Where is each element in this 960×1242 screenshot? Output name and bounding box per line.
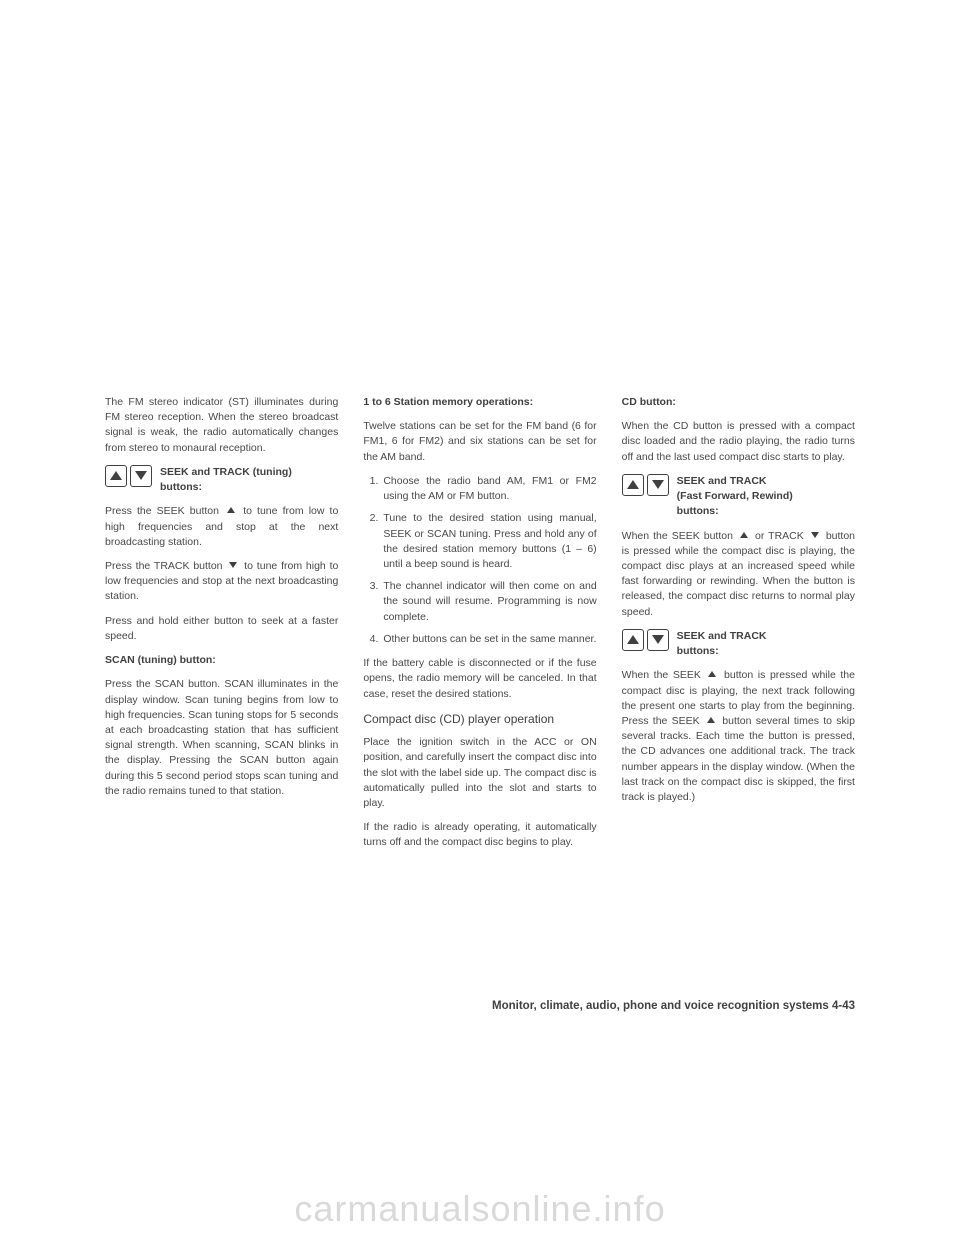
heading-scan: SCAN (tuning) button:	[105, 653, 338, 668]
arrow-down-icon	[229, 562, 237, 568]
manual-page: The FM stereo indicator (ST) illuminates…	[105, 395, 855, 860]
arrow-up-icon	[708, 671, 716, 677]
up-down-icons	[105, 465, 152, 487]
icon-label: SEEK and TRACK buttons:	[677, 629, 767, 659]
seek-track-row: SEEK and TRACK buttons:	[622, 629, 855, 659]
list-item: The channel indicator will then come on …	[381, 579, 596, 625]
seek-up-icon	[622, 474, 644, 496]
list-item: Tune to the desired station using manual…	[381, 511, 596, 572]
paragraph: If the radio is already operating, it au…	[363, 820, 596, 850]
arrow-up-icon	[740, 532, 748, 538]
column-2: 1 to 6 Station memory operations: Twelve…	[363, 395, 596, 860]
paragraph: Press the SEEK button to tune from low t…	[105, 504, 338, 550]
seek-up-icon	[105, 465, 127, 487]
icon-label: SEEK and TRACK (tuning) buttons:	[160, 465, 292, 495]
paragraph: When the SEEK button is pressed while th…	[622, 668, 855, 805]
paragraph: When the CD button is pressed with a com…	[622, 419, 855, 465]
watermark: carmanualsonline.info	[0, 1188, 960, 1230]
seek-down-icon	[130, 465, 152, 487]
steps-list: Choose the radio band AM, FM1 or FM2 usi…	[363, 474, 596, 647]
paragraph: Press the SCAN button. SCAN illuminates …	[105, 677, 338, 799]
list-item: Other buttons can be set in the same man…	[381, 632, 596, 647]
seek-track-ff-row: SEEK and TRACK (Fast Forward, Rewind) bu…	[622, 474, 855, 520]
icon-label: SEEK and TRACK (Fast Forward, Rewind) bu…	[677, 474, 793, 520]
paragraph: Press the TRACK button to tune from high…	[105, 559, 338, 605]
column-3: CD button: When the CD button is pressed…	[622, 395, 855, 860]
seek-down-icon	[647, 474, 669, 496]
list-item: Choose the radio band AM, FM1 or FM2 usi…	[381, 474, 596, 504]
arrow-down-icon	[811, 532, 819, 538]
heading-memory: 1 to 6 Station memory operations:	[363, 395, 596, 410]
seek-down-icon	[647, 629, 669, 651]
seek-track-tuning-row: SEEK and TRACK (tuning) buttons:	[105, 465, 338, 495]
heading-cd-button: CD button:	[622, 395, 855, 410]
paragraph: If the battery cable is disconnected or …	[363, 656, 596, 702]
arrow-up-icon	[707, 717, 715, 723]
page-footer: Monitor, climate, audio, phone and voice…	[0, 1000, 960, 1012]
up-down-icons	[622, 629, 669, 651]
paragraph: When the SEEK button or TRACK button is …	[622, 529, 855, 620]
paragraph: Place the ignition switch in the ACC or …	[363, 735, 596, 811]
paragraph: Twelve stations can be set for the FM ba…	[363, 419, 596, 465]
arrow-up-icon	[227, 507, 235, 513]
column-1: The FM stereo indicator (ST) illuminates…	[105, 395, 338, 860]
heading-cd-operation: Compact disc (CD) player operation	[363, 711, 596, 728]
paragraph: Press and hold either button to seek at …	[105, 614, 338, 644]
paragraph: The FM stereo indicator (ST) illuminates…	[105, 395, 338, 456]
up-down-icons	[622, 474, 669, 496]
seek-up-icon	[622, 629, 644, 651]
